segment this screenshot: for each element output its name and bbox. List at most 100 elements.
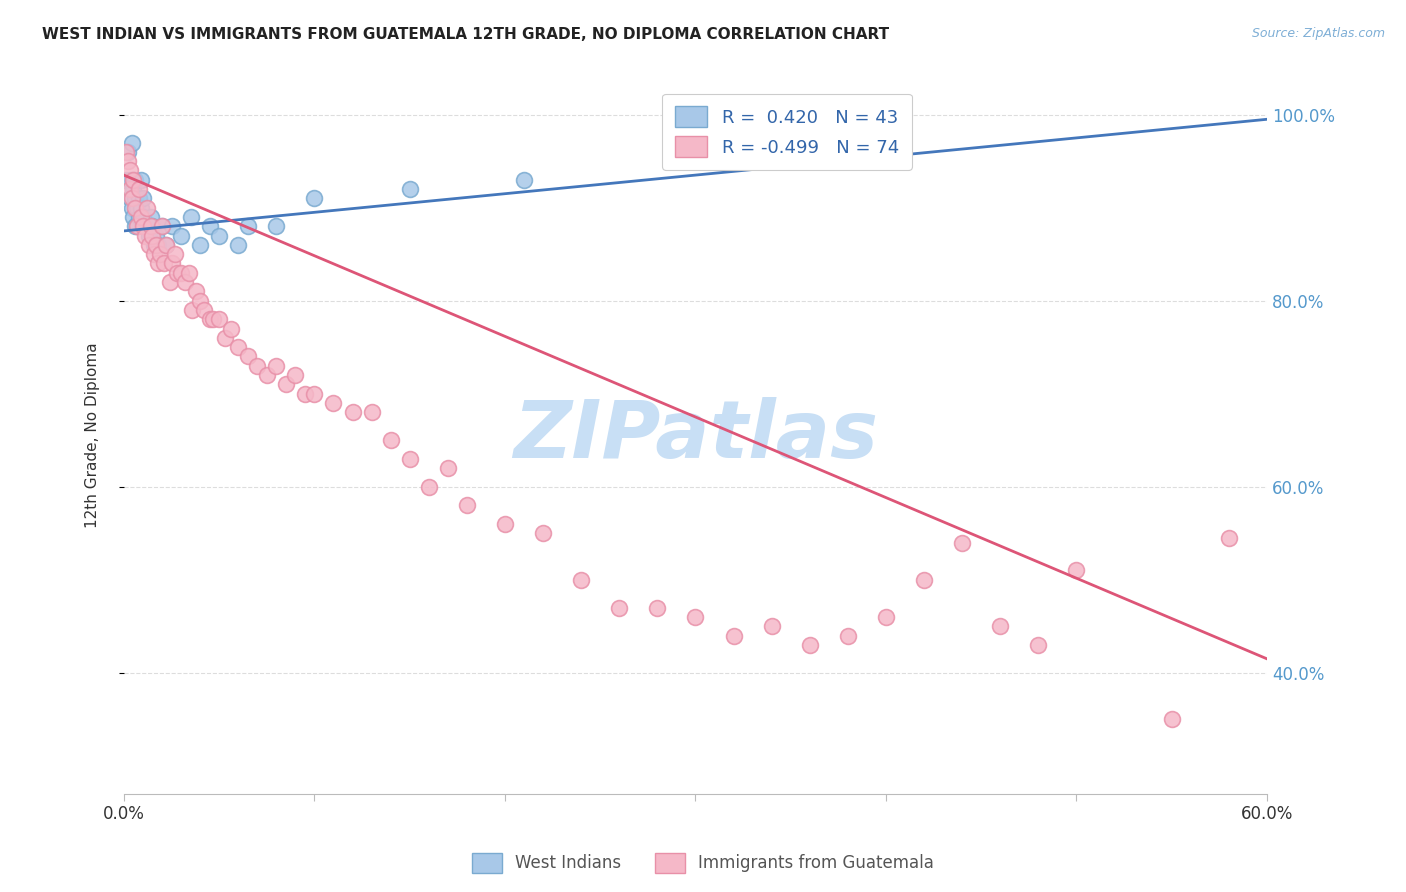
Point bbox=[177, 266, 200, 280]
Point bbox=[128, 182, 150, 196]
Point bbox=[134, 228, 156, 243]
Point bbox=[398, 182, 420, 196]
Point bbox=[988, 619, 1011, 633]
Point bbox=[202, 312, 225, 326]
Text: Source: ZipAtlas.com: Source: ZipAtlas.com bbox=[1251, 27, 1385, 40]
Point bbox=[139, 210, 162, 224]
Point bbox=[1066, 563, 1088, 577]
Point bbox=[121, 136, 143, 150]
Point bbox=[219, 321, 242, 335]
Point bbox=[173, 275, 195, 289]
Point bbox=[124, 173, 146, 187]
Point bbox=[284, 368, 307, 383]
Y-axis label: 12th Grade, No Diploma: 12th Grade, No Diploma bbox=[86, 343, 100, 528]
Point bbox=[761, 619, 783, 633]
Point bbox=[143, 247, 166, 261]
Point bbox=[124, 191, 146, 205]
Point bbox=[685, 610, 707, 624]
Point bbox=[418, 480, 440, 494]
Point bbox=[513, 173, 536, 187]
Point bbox=[170, 266, 193, 280]
Point bbox=[912, 573, 935, 587]
Point bbox=[122, 173, 145, 187]
Point bbox=[148, 256, 170, 270]
Point bbox=[398, 451, 420, 466]
Point bbox=[129, 210, 152, 224]
Text: WEST INDIAN VS IMMIGRANTS FROM GUATEMALA 12TH GRADE, NO DIPLOMA CORRELATION CHAR: WEST INDIAN VS IMMIGRANTS FROM GUATEMALA… bbox=[42, 27, 890, 42]
Point bbox=[129, 173, 152, 187]
Point bbox=[274, 377, 297, 392]
Point bbox=[127, 219, 149, 234]
Point bbox=[166, 266, 188, 280]
Point bbox=[246, 359, 269, 373]
Point bbox=[226, 238, 249, 252]
Point bbox=[236, 219, 259, 234]
Point bbox=[180, 210, 202, 224]
Point bbox=[160, 256, 183, 270]
Point bbox=[114, 145, 136, 159]
Point bbox=[132, 219, 155, 234]
Point bbox=[150, 219, 173, 234]
Point bbox=[139, 219, 162, 234]
Point bbox=[117, 145, 139, 159]
Point bbox=[127, 201, 149, 215]
Point bbox=[456, 499, 478, 513]
Point bbox=[304, 191, 326, 205]
Point bbox=[193, 303, 215, 318]
Point bbox=[141, 219, 163, 234]
Point bbox=[121, 191, 143, 205]
Point bbox=[294, 386, 316, 401]
Point bbox=[129, 201, 152, 215]
Point bbox=[236, 350, 259, 364]
Point bbox=[188, 238, 211, 252]
Point bbox=[198, 219, 221, 234]
Point bbox=[1218, 531, 1240, 545]
Legend: R =  0.420   N = 43, R = -0.499   N = 74: R = 0.420 N = 43, R = -0.499 N = 74 bbox=[662, 94, 911, 169]
Point bbox=[186, 285, 208, 299]
Point bbox=[117, 154, 139, 169]
Point bbox=[342, 405, 364, 419]
Point bbox=[723, 628, 745, 642]
Point bbox=[143, 238, 166, 252]
Point bbox=[127, 219, 149, 234]
Point bbox=[436, 461, 458, 475]
Point bbox=[1026, 638, 1049, 652]
Point bbox=[188, 293, 211, 308]
Point bbox=[380, 434, 402, 448]
Point bbox=[135, 201, 157, 215]
Point bbox=[124, 219, 146, 234]
Point bbox=[149, 247, 172, 261]
Point bbox=[181, 303, 204, 318]
Point bbox=[145, 228, 167, 243]
Point bbox=[208, 312, 231, 326]
Point bbox=[266, 219, 288, 234]
Point bbox=[141, 228, 163, 243]
Point bbox=[837, 121, 859, 136]
Point bbox=[360, 405, 382, 419]
Point bbox=[607, 600, 630, 615]
Point bbox=[148, 238, 170, 252]
Point bbox=[266, 359, 288, 373]
Legend: West Indians, Immigrants from Guatemala: West Indians, Immigrants from Guatemala bbox=[465, 847, 941, 880]
Point bbox=[128, 191, 150, 205]
Point bbox=[875, 610, 897, 624]
Point bbox=[494, 516, 516, 531]
Text: ZIPatlas: ZIPatlas bbox=[513, 397, 877, 475]
Point bbox=[198, 312, 221, 326]
Point bbox=[118, 182, 141, 196]
Point bbox=[155, 238, 177, 252]
Point bbox=[170, 228, 193, 243]
Point bbox=[531, 526, 554, 541]
Point bbox=[153, 256, 176, 270]
Point bbox=[304, 386, 326, 401]
Point bbox=[118, 163, 141, 178]
Point bbox=[647, 600, 669, 615]
Point bbox=[114, 173, 136, 187]
Point bbox=[159, 275, 181, 289]
Point bbox=[138, 228, 160, 243]
Point bbox=[155, 238, 177, 252]
Point bbox=[118, 191, 141, 205]
Point bbox=[256, 368, 278, 383]
Point bbox=[950, 535, 973, 549]
Point bbox=[1160, 712, 1182, 726]
